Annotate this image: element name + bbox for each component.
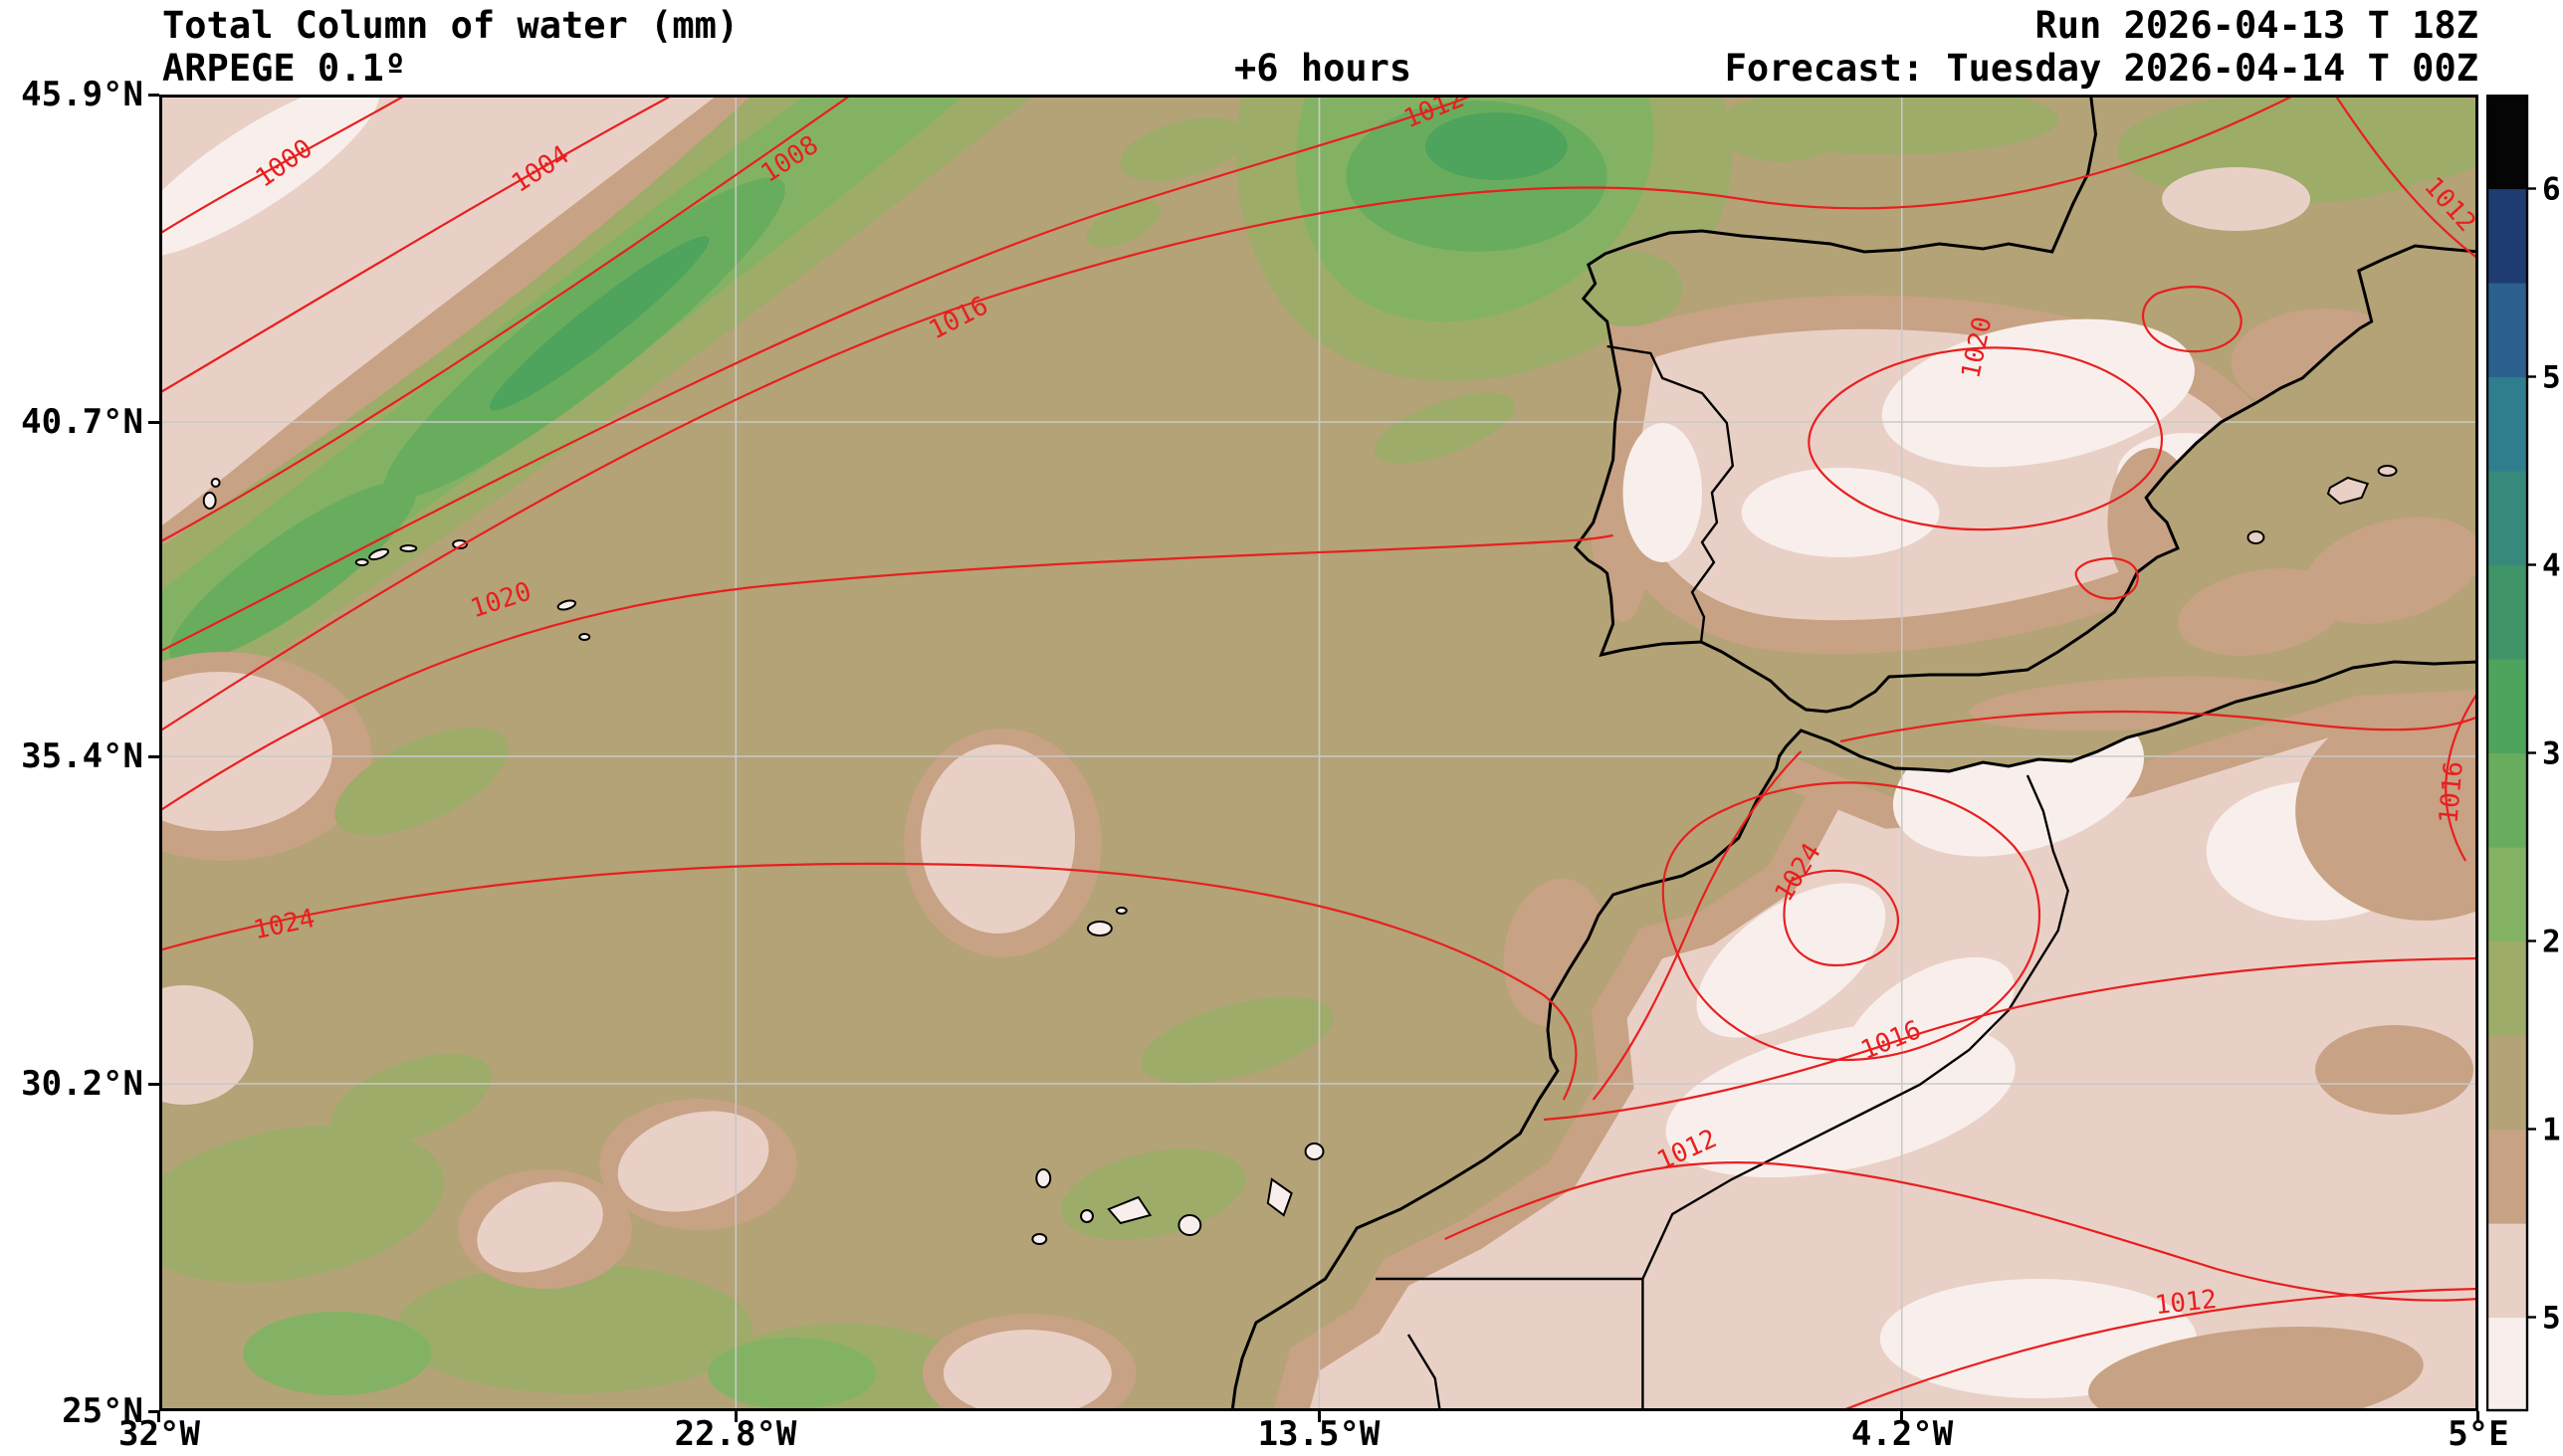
grid-lines <box>159 95 2478 1411</box>
y-tick <box>148 1083 159 1086</box>
chart-title: Total Column of water (mm) <box>162 4 740 47</box>
isobar-value-label: 1012 <box>2154 1285 2219 1321</box>
colorbar-segment <box>2486 188 2528 284</box>
lat-tick-label: 30.2°N <box>21 1064 143 1104</box>
model-label: ARPEGE 0.1º <box>162 47 407 90</box>
colorbar-tick-label: 55 <box>2542 360 2562 396</box>
colorbar-tick-label: 15 <box>2542 1113 2562 1148</box>
x-tick <box>157 1411 160 1422</box>
colorbar-segment <box>2486 1035 2528 1131</box>
colorbar-segment <box>2486 752 2528 848</box>
colorbar-segment <box>2486 95 2528 190</box>
country-borders <box>1376 344 2069 1411</box>
lat-tick-label: 35.4°N <box>21 736 143 776</box>
colorbar-segment <box>2486 376 2528 472</box>
colorbar-tick-label: 35 <box>2542 736 2562 772</box>
lat-tick-label: 25°N <box>62 1391 143 1431</box>
colorbar-segment <box>2486 471 2528 566</box>
azores-islands <box>202 478 591 641</box>
colorbar-tick-label: 65 <box>2542 172 2562 208</box>
lead-time-label: +6 hours <box>1234 47 1412 90</box>
y-tick <box>148 421 159 424</box>
colorbar-tick-label: 25 <box>2542 925 2562 960</box>
y-tick <box>148 94 159 97</box>
lat-tick-label: 40.7°N <box>21 402 143 442</box>
isobar-value-label: 1016 <box>2435 760 2469 825</box>
colorbar-segment <box>2486 940 2528 1036</box>
colorbar-segment <box>2486 1317 2528 1412</box>
madeira-island <box>1087 907 1128 936</box>
forecast-map: 1000 1004 10081012101610201024102010121016… <box>159 95 2478 1411</box>
colorbar-frame <box>2486 95 2529 1412</box>
colorbar-segment <box>2486 1223 2528 1319</box>
y-tick <box>148 1410 159 1413</box>
iberia-landmass <box>1575 95 2478 712</box>
balearic-islands <box>2246 465 2398 544</box>
map-frame <box>159 95 2478 1411</box>
colorbar: 65 55 45 35 25 15 5 <box>2486 95 2562 1412</box>
colorbar-tick-label: 5 <box>2542 1301 2561 1337</box>
x-tick <box>1900 1411 1903 1422</box>
canary-islands <box>1031 1143 1325 1245</box>
run-label: Run 2026-04-13 T 18Z <box>2034 4 2478 47</box>
isobar-contours <box>159 95 2478 1411</box>
colorbar-segment <box>2486 1129 2528 1224</box>
forecast-label: Forecast: Tuesday 2026-04-14 T 00Z <box>1724 47 2478 90</box>
islands <box>202 465 2398 1245</box>
x-tick <box>1318 1411 1321 1422</box>
colorbar-tick-label: 45 <box>2542 548 2562 584</box>
lat-tick-label: 45.9°N <box>21 75 143 114</box>
x-tick <box>2476 1411 2479 1422</box>
colorbar-segment <box>2486 659 2528 754</box>
x-tick <box>735 1411 738 1422</box>
colorbar-segment <box>2486 847 2528 942</box>
colorbar-segment <box>2486 283 2528 378</box>
colorbar-segment <box>2486 564 2528 660</box>
y-tick <box>148 755 159 758</box>
